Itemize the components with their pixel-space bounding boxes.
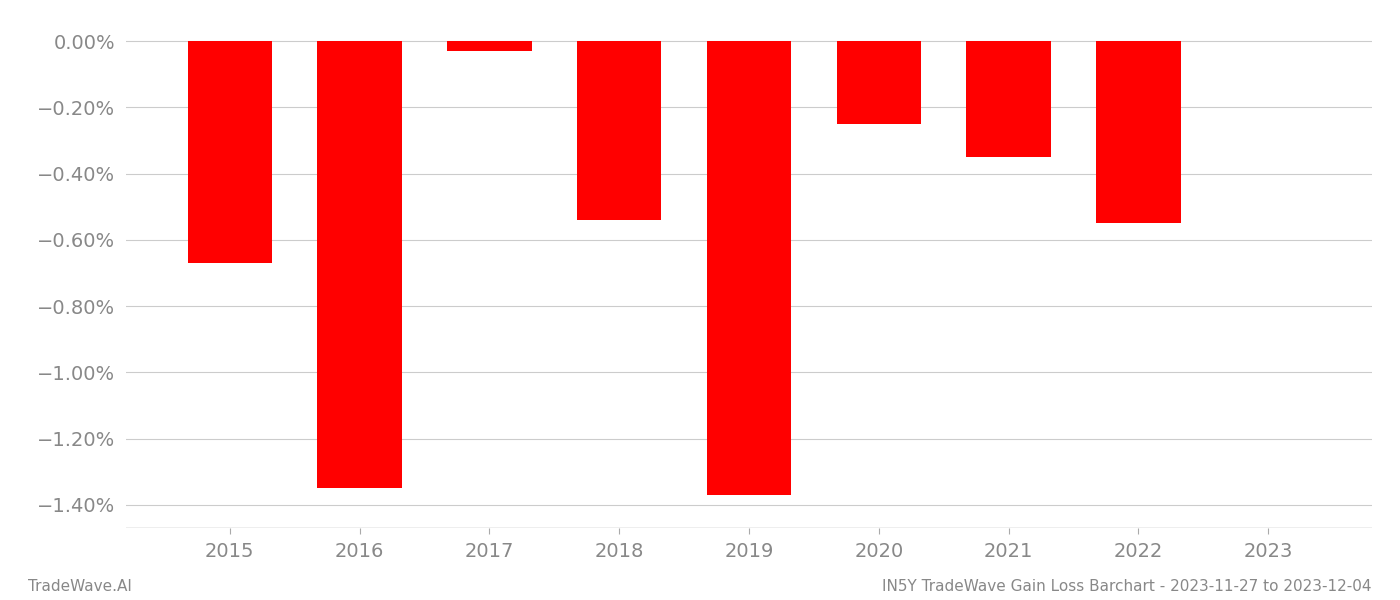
Text: IN5Y TradeWave Gain Loss Barchart - 2023-11-27 to 2023-12-04: IN5Y TradeWave Gain Loss Barchart - 2023…: [882, 579, 1372, 594]
Bar: [188, 41, 272, 263]
Bar: [1096, 41, 1180, 223]
Bar: [966, 41, 1051, 157]
Bar: [447, 41, 532, 51]
Bar: [577, 41, 661, 220]
Bar: [707, 41, 791, 495]
Bar: [837, 41, 921, 124]
Bar: [318, 41, 402, 488]
Text: TradeWave.AI: TradeWave.AI: [28, 579, 132, 594]
